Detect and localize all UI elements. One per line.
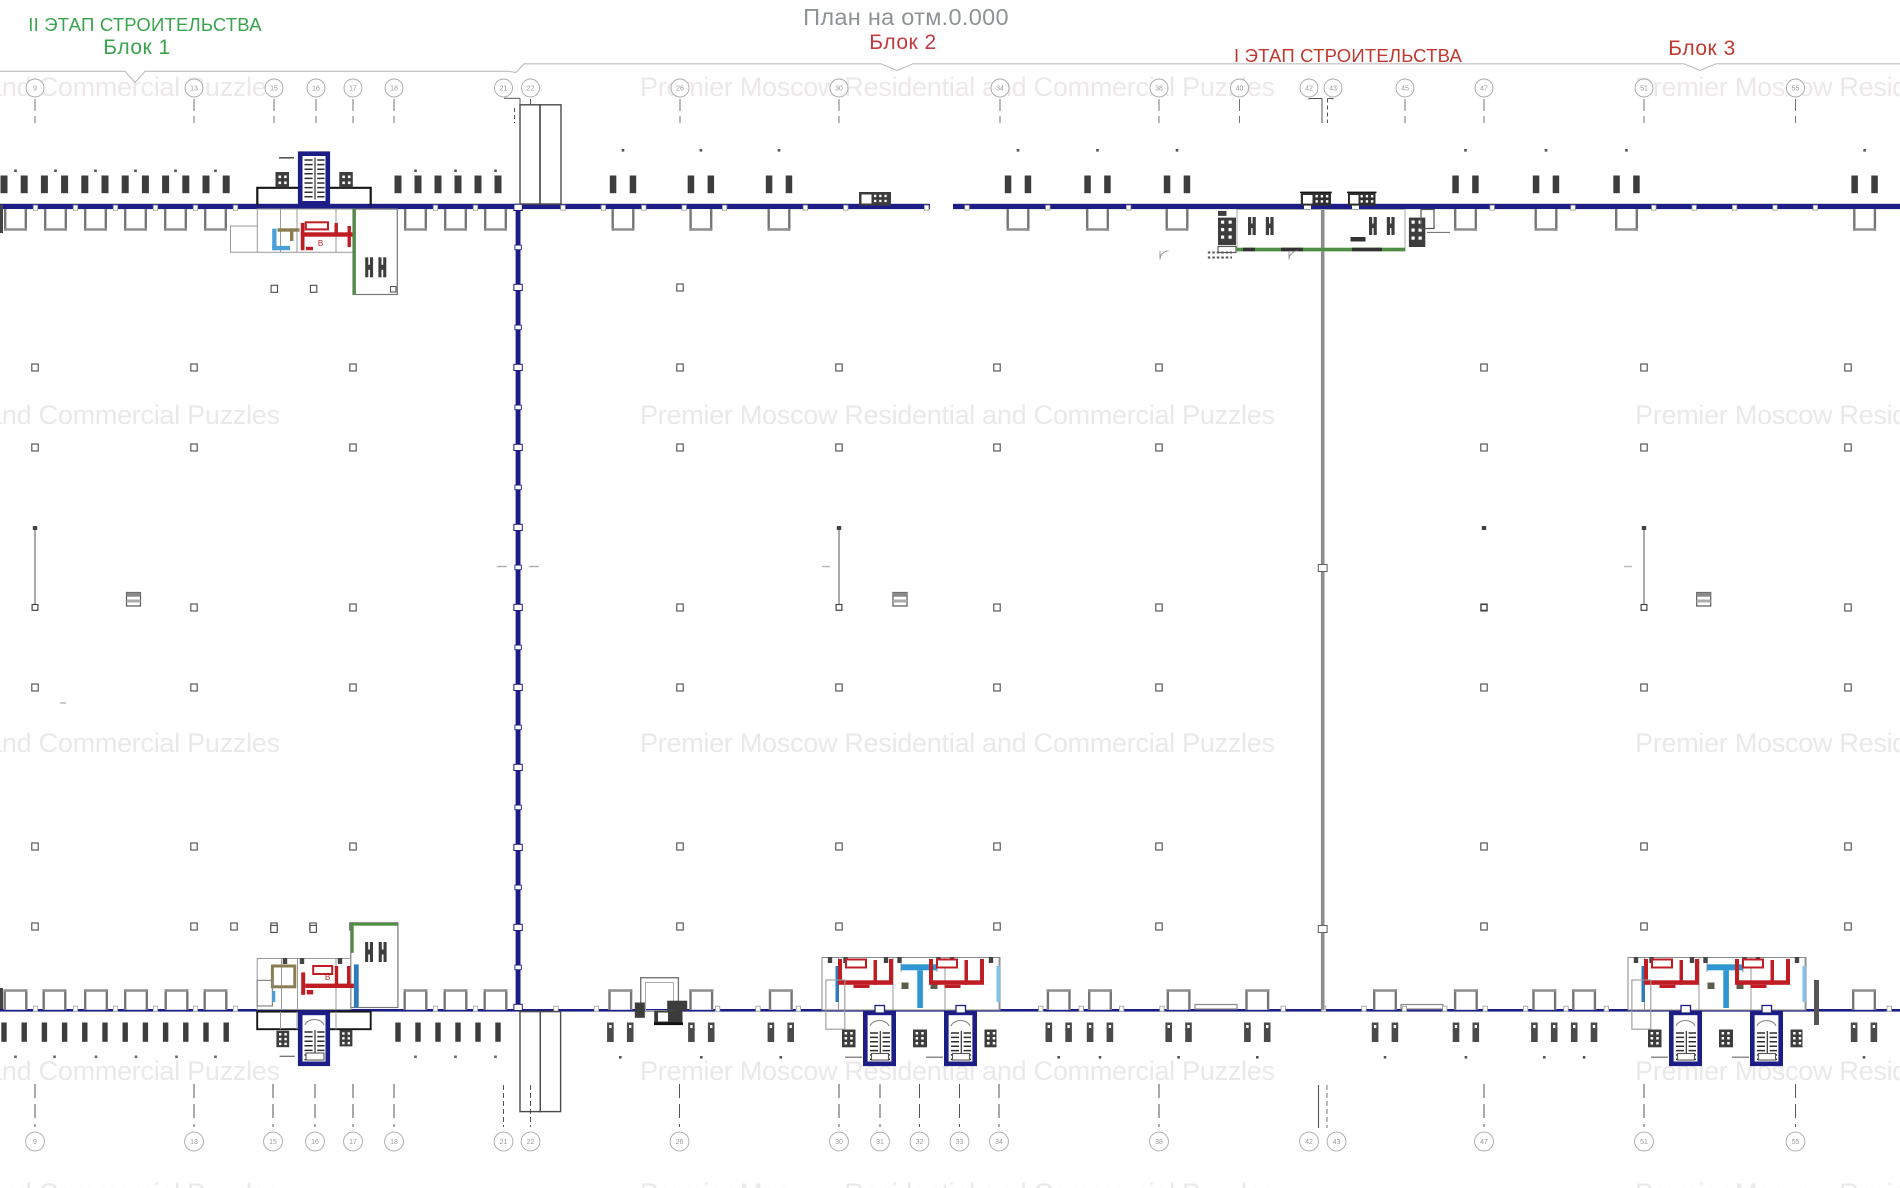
svg-text:Premier Moscow Residential and: Premier Moscow Residential and Commercia… — [640, 400, 1275, 430]
svg-text:15: 15 — [270, 86, 278, 93]
svg-text:Premier Moscow Residential and: Premier Moscow Residential and Commercia… — [1635, 400, 1900, 430]
svg-text:43: 43 — [1333, 1139, 1341, 1146]
svg-text:26: 26 — [676, 1139, 684, 1146]
svg-text:40: 40 — [1236, 86, 1244, 93]
svg-text:32: 32 — [916, 1139, 924, 1146]
svg-text:13: 13 — [190, 86, 198, 93]
svg-text:30: 30 — [835, 1139, 843, 1146]
svg-text:План на отм.0.000: План на отм.0.000 — [803, 4, 1009, 30]
svg-text:Premier Moscow Residential and: Premier Moscow Residential and Commercia… — [1635, 728, 1900, 758]
svg-text:Premier Moscow Residential and: Premier Moscow Residential and Commercia… — [640, 1178, 1275, 1188]
svg-text:21: 21 — [500, 86, 508, 93]
svg-text:18: 18 — [390, 1139, 398, 1146]
svg-text:13: 13 — [190, 1139, 198, 1146]
svg-text:51: 51 — [1640, 86, 1648, 93]
svg-text:43: 43 — [1329, 86, 1337, 93]
svg-text:Premier Moscow Residential and: Premier Moscow Residential and Commercia… — [640, 72, 1275, 102]
svg-text:34: 34 — [996, 86, 1004, 93]
svg-text:Premier Moscow Residential and: Premier Moscow Residential and Commercia… — [0, 728, 280, 758]
svg-text:45: 45 — [1401, 86, 1409, 93]
svg-text:22: 22 — [527, 86, 535, 93]
svg-text:Premier Moscow Residential and: Premier Moscow Residential and Commercia… — [1635, 72, 1900, 102]
svg-text:30: 30 — [835, 86, 843, 93]
svg-text:Premier Moscow Residential and: Premier Moscow Residential and Commercia… — [0, 400, 280, 430]
svg-text:47: 47 — [1480, 1139, 1488, 1146]
svg-text:15: 15 — [269, 1139, 277, 1146]
svg-text:Блок 3: Блок 3 — [1668, 37, 1735, 60]
svg-text:55: 55 — [1792, 86, 1800, 93]
svg-text:Premier Moscow Residential and: Premier Moscow Residential and Commercia… — [0, 1056, 280, 1086]
svg-text:Premier Moscow Residential and: Premier Moscow Residential and Commercia… — [0, 1178, 280, 1188]
svg-text:31: 31 — [876, 1139, 884, 1146]
svg-text:17: 17 — [349, 86, 357, 93]
svg-text:Premier Moscow Residential and: Premier Moscow Residential and Commercia… — [1635, 1178, 1900, 1188]
svg-text:16: 16 — [311, 1139, 319, 1146]
svg-text:22: 22 — [527, 1139, 535, 1146]
svg-text:26: 26 — [676, 86, 684, 93]
svg-text:Блок 1: Блок 1 — [103, 36, 170, 59]
svg-text:38: 38 — [1155, 1139, 1163, 1146]
svg-text:16: 16 — [312, 86, 320, 93]
svg-text:55: 55 — [1792, 1139, 1800, 1146]
svg-text:Блок 2: Блок 2 — [869, 31, 936, 54]
svg-text:I ЭТАП СТРОИТЕЛЬСТВА: I ЭТАП СТРОИТЕЛЬСТВА — [1234, 45, 1463, 66]
svg-text:21: 21 — [500, 1139, 508, 1146]
svg-text:В: В — [325, 973, 330, 982]
svg-text:33: 33 — [956, 1139, 964, 1146]
svg-text:9: 9 — [33, 1139, 37, 1146]
svg-text:18: 18 — [390, 86, 398, 93]
svg-text:42: 42 — [1305, 86, 1313, 93]
svg-text:47: 47 — [1480, 86, 1488, 93]
svg-text:17: 17 — [349, 1139, 357, 1146]
svg-text:42: 42 — [1305, 1139, 1313, 1146]
svg-text:38: 38 — [1155, 86, 1163, 93]
svg-text:9: 9 — [33, 86, 37, 93]
svg-text:В: В — [318, 239, 323, 248]
svg-text:51: 51 — [1640, 1139, 1648, 1146]
svg-text:II ЭТАП СТРОИТЕЛЬСТВА: II ЭТАП СТРОИТЕЛЬСТВА — [28, 14, 262, 35]
svg-text:Premier Moscow Residential and: Premier Moscow Residential and Commercia… — [640, 728, 1275, 758]
svg-text:34: 34 — [995, 1139, 1003, 1146]
